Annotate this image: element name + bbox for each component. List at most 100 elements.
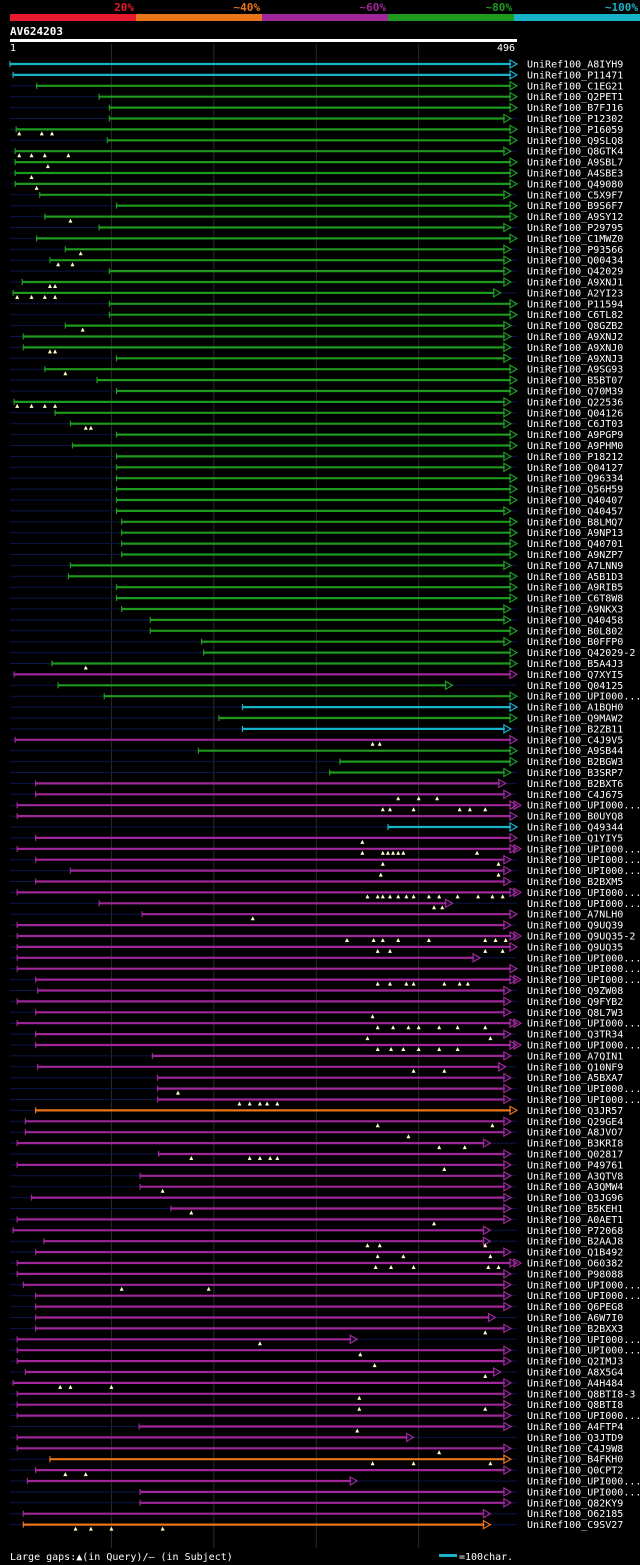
hit-row[interactable]: UniRef100_A9NKX3 bbox=[10, 603, 623, 616]
hit-row[interactable]: UniRef100_C4J9V5 bbox=[10, 734, 623, 746]
hit-label[interactable]: UniRef100_Q29GE4 bbox=[527, 1117, 623, 1128]
hit-row[interactable]: UniRef100_UPI000... bbox=[10, 1345, 640, 1357]
hit-row[interactable]: UniRef100_UPI000... bbox=[10, 1410, 640, 1422]
hit-label[interactable]: UniRef100_Q00434 bbox=[527, 256, 623, 267]
hit-label[interactable]: UniRef100_A8IYH9 bbox=[527, 60, 623, 71]
hit-label[interactable]: UniRef100_B8LMQ7 bbox=[527, 517, 623, 528]
hit-row[interactable]: UniRef100_UPI000... bbox=[10, 952, 640, 964]
hit-row[interactable]: UniRef100_A7NLH0 bbox=[10, 909, 623, 921]
hit-label[interactable]: UniRef100_P29795 bbox=[527, 223, 623, 234]
hit-label[interactable]: UniRef100_Q8BTI8-3 bbox=[527, 1389, 635, 1400]
hit-label[interactable]: UniRef100_Q1B492 bbox=[527, 1248, 623, 1259]
hit-label[interactable]: UniRef100_Q9ZW08 bbox=[527, 986, 623, 997]
hit-row[interactable]: UniRef100_A9XNJ2 bbox=[10, 331, 623, 343]
hit-row[interactable]: UniRef100_A9SG93 bbox=[10, 364, 623, 376]
hit-row[interactable]: UniRef100_Q96334 bbox=[10, 473, 623, 485]
hit-row[interactable]: UniRef100_UPI000... bbox=[10, 1039, 640, 1052]
hit-row[interactable]: UniRef100_A8IYH9 bbox=[9, 58, 623, 71]
hit-row[interactable]: UniRef100_Q40458 bbox=[10, 614, 623, 626]
hit-row[interactable]: UniRef100_A0AET1 bbox=[10, 1214, 623, 1226]
hit-row[interactable]: UniRef100_UPI000... bbox=[10, 691, 640, 703]
hit-row[interactable]: UniRef100_C4J9W8 bbox=[10, 1443, 623, 1455]
hit-row[interactable]: UniRef100_P72068 bbox=[10, 1225, 623, 1237]
hit-label[interactable]: UniRef100_Q3JG96 bbox=[527, 1193, 623, 1204]
hit-label[interactable]: UniRef100_A5BXA7 bbox=[527, 1073, 623, 1084]
hit-label[interactable]: UniRef100_P11594 bbox=[527, 299, 623, 310]
hit-label[interactable]: UniRef100_A7QIN1 bbox=[527, 1051, 623, 1062]
hit-row[interactable]: UniRef100_B2BXX3 bbox=[10, 1323, 623, 1335]
hit-row[interactable]: UniRef100_A9SBL7 bbox=[10, 157, 623, 169]
hit-label[interactable]: UniRef100_Q56H59 bbox=[527, 485, 623, 496]
hit-label[interactable]: UniRef100_UPI000... bbox=[527, 1487, 640, 1498]
hit-row[interactable]: UniRef100_Q00434 bbox=[10, 255, 623, 267]
hit-row[interactable]: UniRef100_Q2IMJ3 bbox=[10, 1356, 623, 1368]
hit-row[interactable]: UniRef100_UPI000... bbox=[10, 800, 640, 812]
hit-row[interactable]: UniRef100_A5B1D3 bbox=[10, 571, 623, 583]
hit-label[interactable]: UniRef100_B2BGW3 bbox=[527, 757, 623, 768]
hit-row[interactable]: UniRef100_Q40407 bbox=[10, 494, 623, 507]
hit-row[interactable]: UniRef100_A9XNJ3 bbox=[10, 353, 623, 365]
hit-row[interactable]: UniRef100_B2ZB11 bbox=[10, 723, 623, 735]
hit-row[interactable]: UniRef100_B2AAJ8 bbox=[10, 1236, 623, 1248]
hit-row[interactable]: UniRef100_Q40457 bbox=[10, 505, 623, 517]
hit-row[interactable]: UniRef100_B0L802 bbox=[10, 625, 623, 637]
hit-row[interactable]: UniRef100_UPI000... bbox=[10, 1018, 640, 1030]
hit-label[interactable]: UniRef100_A9XNJ1 bbox=[527, 278, 623, 289]
hit-label[interactable]: UniRef100_Q9UQ35-2 bbox=[527, 932, 635, 943]
hit-row[interactable]: UniRef100_A1BQH0 bbox=[10, 702, 623, 714]
hit-label[interactable]: UniRef100_A2YI23 bbox=[527, 288, 623, 299]
hit-row[interactable]: UniRef100_B0UYQ8 bbox=[10, 811, 623, 823]
hit-row[interactable]: UniRef100_Q10NF9 bbox=[10, 1061, 623, 1073]
hit-row[interactable]: UniRef100_UPI000... bbox=[10, 1475, 640, 1488]
hit-row[interactable]: UniRef100_Q9FYB2 bbox=[10, 996, 623, 1008]
hit-label[interactable]: UniRef100_UPI000... bbox=[527, 899, 640, 910]
hit-row[interactable]: UniRef100_A3QTV8 bbox=[10, 1170, 623, 1182]
hit-row[interactable]: UniRef100_A2YI23 bbox=[10, 287, 623, 299]
hit-row[interactable]: UniRef100_P49761 bbox=[10, 1159, 623, 1171]
hit-row[interactable]: UniRef100_B4FKH0 bbox=[10, 1454, 623, 1466]
hit-label[interactable]: UniRef100_A9PGP9 bbox=[527, 430, 623, 441]
hit-label[interactable]: UniRef100_A1BQH0 bbox=[527, 703, 623, 714]
hit-label[interactable]: UniRef100_A9SY12 bbox=[527, 212, 623, 223]
hit-label[interactable]: UniRef100_Q9UQ35 bbox=[527, 942, 623, 953]
hit-label[interactable]: UniRef100_Q7XYI5 bbox=[527, 670, 623, 681]
hit-label[interactable]: UniRef100_Q49080 bbox=[527, 179, 623, 190]
hit-row[interactable]: UniRef100_Q3JR57 bbox=[10, 1105, 623, 1117]
hit-label[interactable]: UniRef100_Q9UQ39 bbox=[527, 921, 623, 932]
hit-row[interactable]: UniRef100_UPI000... bbox=[10, 854, 640, 866]
hit-label[interactable]: UniRef100_UPI000... bbox=[527, 1095, 640, 1106]
hit-label[interactable]: UniRef100_A9NZP7 bbox=[527, 550, 623, 561]
hit-row[interactable]: UniRef100_P12302 bbox=[10, 113, 623, 125]
hit-label[interactable]: UniRef100_UPI000... bbox=[527, 866, 640, 877]
hit-row[interactable]: UniRef100_A7LNN9 bbox=[10, 560, 623, 572]
hit-row[interactable]: UniRef100_Q3JG96 bbox=[10, 1192, 623, 1204]
hit-label[interactable]: UniRef100_Q8GZB2 bbox=[527, 321, 623, 332]
hit-label[interactable]: UniRef100_A7NLH0 bbox=[527, 910, 623, 921]
hit-label[interactable]: UniRef100_Q8GTK4 bbox=[527, 147, 623, 158]
hit-label[interactable]: UniRef100_P12302 bbox=[527, 114, 623, 125]
hit-row[interactable]: UniRef100_A7QIN1 bbox=[10, 1050, 623, 1062]
hit-label[interactable]: UniRef100_B2BXT6 bbox=[527, 779, 623, 790]
hit-label[interactable]: UniRef100_Q22536 bbox=[527, 397, 623, 408]
hit-label[interactable]: UniRef100_C1MWZ0 bbox=[527, 234, 623, 245]
hit-label[interactable]: UniRef100_A9SBL7 bbox=[527, 158, 623, 169]
hit-label[interactable]: UniRef100_Q42029 bbox=[527, 267, 623, 278]
hit-label[interactable]: UniRef100_Q6PEG8 bbox=[527, 1302, 623, 1313]
hit-row[interactable]: UniRef100_P29795 bbox=[10, 222, 623, 234]
hit-row[interactable]: UniRef100_Q1B492 bbox=[10, 1247, 623, 1259]
hit-row[interactable]: UniRef100_P18212 bbox=[10, 451, 623, 463]
hit-label[interactable]: UniRef100_UPI000... bbox=[527, 1346, 640, 1357]
hit-row[interactable]: UniRef100_Q8GTK4 bbox=[10, 146, 623, 158]
hit-row[interactable]: UniRef100_C4J675 bbox=[10, 789, 623, 801]
hit-row[interactable]: UniRef100_Q8L7W3 bbox=[10, 1007, 623, 1019]
hit-row[interactable]: UniRef100_Q9SLQ8 bbox=[10, 135, 623, 147]
hit-label[interactable]: UniRef100_B5BT07 bbox=[527, 376, 623, 387]
hit-label[interactable]: UniRef100_UPI000... bbox=[527, 1041, 640, 1052]
hit-row[interactable]: UniRef100_UPI000... bbox=[10, 843, 640, 855]
hit-row[interactable]: UniRef100_A3QMW4 bbox=[10, 1181, 623, 1193]
hit-label[interactable]: UniRef100_A9SB44 bbox=[527, 746, 623, 757]
hit-row[interactable]: UniRef100_C1EG21 bbox=[10, 80, 623, 92]
hit-row[interactable]: UniRef100_Q04126 bbox=[10, 407, 623, 419]
hit-label[interactable]: UniRef100_P18212 bbox=[527, 452, 623, 463]
hit-row[interactable]: UniRef100_Q22536 bbox=[10, 396, 623, 408]
